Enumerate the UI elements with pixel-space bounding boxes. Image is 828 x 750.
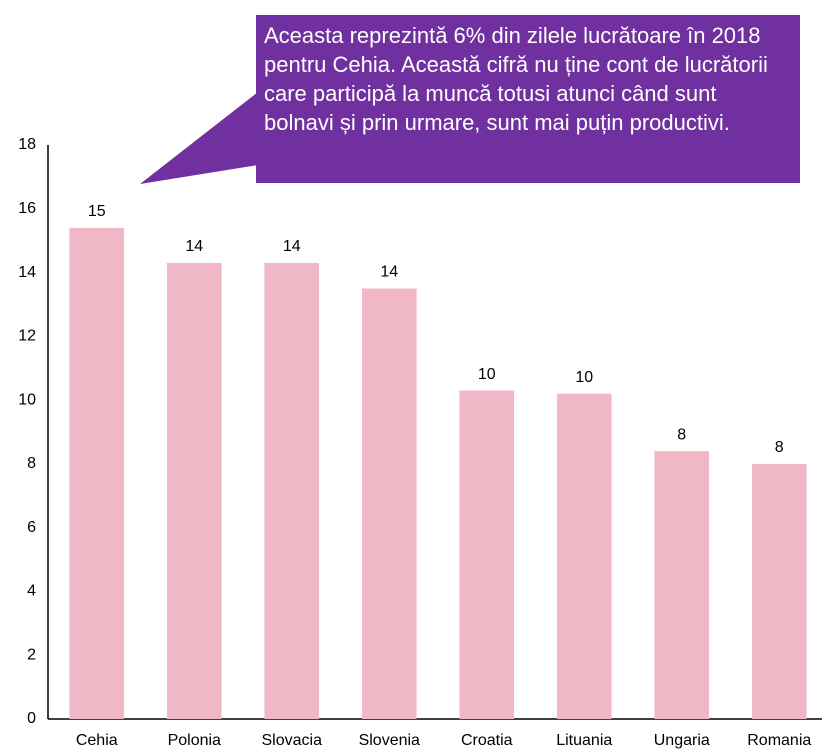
x-tick-label: Slovacia: [262, 732, 323, 749]
x-tick-label: Lituania: [556, 732, 612, 749]
data-label: 14: [185, 238, 203, 255]
y-tick-label: 14: [18, 264, 36, 281]
x-tick-label: Cehia: [76, 732, 118, 749]
data-label: 10: [575, 369, 593, 386]
y-tick-label: 16: [18, 200, 36, 217]
bar: [361, 288, 417, 719]
data-label: 15: [88, 203, 106, 220]
annotation-box: Aceasta reprezintă 6% din zilele lucrăto…: [256, 15, 800, 183]
x-tick-label: Ungaria: [654, 732, 710, 749]
data-label: 8: [775, 439, 784, 456]
y-tick-label: 6: [27, 519, 36, 536]
data-label: 8: [677, 426, 686, 443]
x-tick-label: Polonia: [168, 732, 221, 749]
x-tick-label: Romania: [747, 732, 811, 749]
bar: [459, 390, 515, 719]
bar: [264, 262, 320, 719]
bar: [751, 463, 807, 719]
y-tick-label: 8: [27, 455, 36, 472]
callout-pointer: [140, 92, 258, 184]
data-label: 10: [478, 366, 496, 383]
x-tick-label: Slovenia: [359, 732, 420, 749]
y-tick-label: 18: [18, 136, 36, 153]
y-tick-label: 10: [18, 391, 36, 408]
data-label: 14: [283, 238, 301, 255]
y-tick-label: 2: [27, 646, 36, 663]
y-tick-label: 12: [18, 328, 36, 345]
bar: [69, 227, 125, 719]
data-label: 14: [380, 264, 398, 281]
bar: [556, 393, 612, 719]
y-tick-label: 4: [27, 583, 36, 600]
y-tick-label: 0: [27, 710, 36, 727]
x-tick-label: Croatia: [461, 732, 513, 749]
bar: [166, 262, 222, 719]
bar: [654, 451, 710, 719]
